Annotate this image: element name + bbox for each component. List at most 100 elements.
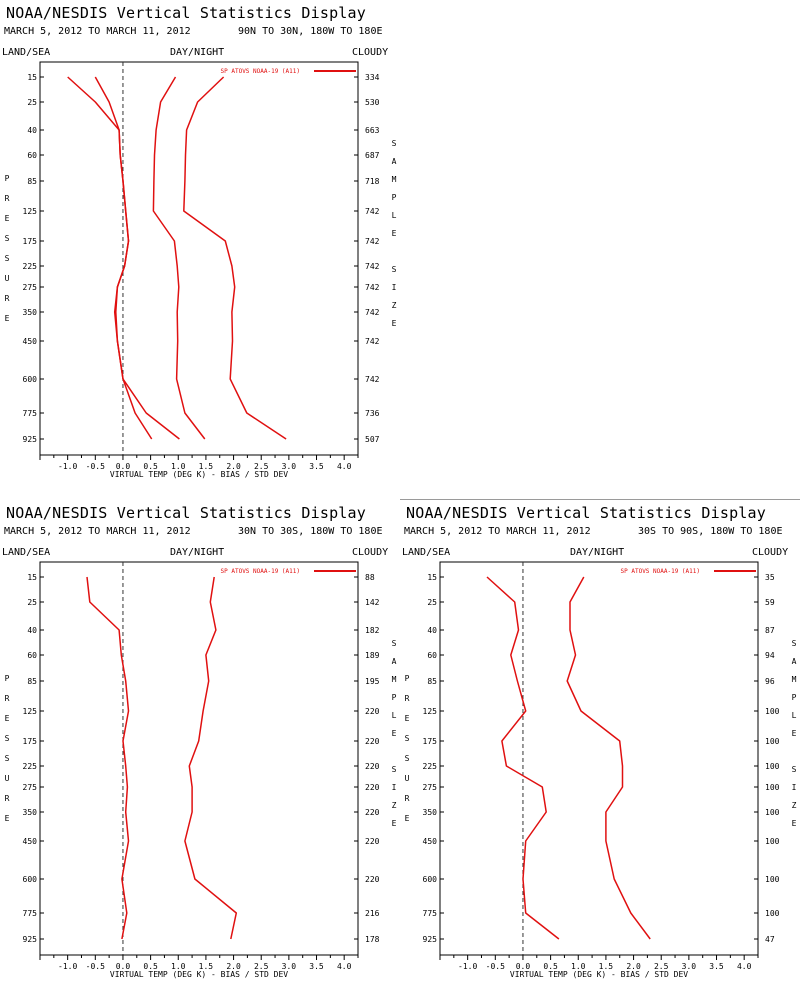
x-tick-label: -1.0 <box>458 962 477 971</box>
date-range: MARCH 5, 2012 TO MARCH 11, 2012 <box>4 526 191 537</box>
pressure-label: 350 <box>23 308 38 317</box>
pressure-label: 60 <box>27 651 37 660</box>
plot-frame <box>39 61 359 456</box>
cloudy-label: CLOUDY <box>752 547 789 558</box>
pressure-label: 125 <box>23 707 38 716</box>
pressure-letter: E <box>405 714 410 723</box>
region: 90N TO 30N, 180W TO 180E <box>238 26 383 37</box>
pressure-label: 225 <box>423 762 438 771</box>
sample-size-label: 59 <box>765 598 775 607</box>
x-tick-label: -0.5 <box>486 962 505 971</box>
sample-size-label: 220 <box>365 737 380 746</box>
sample-size-label: 334 <box>365 73 380 82</box>
sample-size-label: 663 <box>365 126 380 135</box>
sample-size-letter: M <box>392 675 397 684</box>
x-tick-label: 3.5 <box>309 962 324 971</box>
pressure-label: 85 <box>27 677 37 686</box>
panel-title: NOAA/NESDIS Vertical Statistics Display <box>406 504 766 522</box>
sample-size-letter: E <box>392 729 397 738</box>
pressure-label: 775 <box>23 909 38 918</box>
sample-size-label: 742 <box>365 308 380 317</box>
sample-size-letter: I <box>392 783 397 792</box>
sample-size-letter: A <box>792 657 797 666</box>
sample-size-label: 216 <box>365 909 380 918</box>
pressure-label: 85 <box>27 177 37 186</box>
pressure-letter: E <box>5 814 10 823</box>
x-tick-label: 2.0 <box>226 462 241 471</box>
sample-size-label: 100 <box>765 837 780 846</box>
pressure-letter: S <box>405 754 410 763</box>
pressure-label: 60 <box>427 651 437 660</box>
series-line-std-dev <box>566 576 651 940</box>
pressure-label: 925 <box>23 435 38 444</box>
sample-size-letter: P <box>792 693 797 702</box>
sample-size-label: 220 <box>365 808 380 817</box>
pressure-label: 350 <box>423 808 438 817</box>
sample-size-letter: A <box>392 657 397 666</box>
x-tick-label: 2.0 <box>626 962 641 971</box>
sample-size-label: 100 <box>765 783 780 792</box>
pressure-label: 600 <box>23 375 38 384</box>
x-tick-label: 1.5 <box>199 462 214 471</box>
plot-frame <box>39 561 359 956</box>
x-tick-label: 4.0 <box>337 962 352 971</box>
pressure-letter: E <box>5 214 10 223</box>
pressure-label: 600 <box>23 875 38 884</box>
pressure-letter: R <box>5 694 10 703</box>
pressure-label: 175 <box>23 237 38 246</box>
series-line-bias <box>86 576 130 940</box>
sample-size-label: 220 <box>365 762 380 771</box>
sample-size-label: 142 <box>365 598 380 607</box>
x-tick-label: 2.5 <box>254 462 269 471</box>
x-tick-label: 0.0 <box>116 462 131 471</box>
sample-size-letter: A <box>392 157 397 166</box>
x-axis-label: VIRTUAL TEMP (DEG K) - BIAS / STD DEV <box>110 970 288 979</box>
x-tick-label: 2.0 <box>226 962 241 971</box>
sample-size-letter: S <box>392 265 397 274</box>
series-line-bias <box>486 576 560 940</box>
pressure-label: 350 <box>23 808 38 817</box>
sample-size-label: 88 <box>365 573 375 582</box>
pressure-label: 775 <box>423 909 438 918</box>
pressure-label: 175 <box>23 737 38 746</box>
date-range: MARCH 5, 2012 TO MARCH 11, 2012 <box>404 526 591 537</box>
pressure-label: 125 <box>423 707 438 716</box>
sample-size-label: 178 <box>365 935 380 944</box>
pressure-label: 275 <box>23 783 38 792</box>
x-tick-label: 0.0 <box>116 962 131 971</box>
sample-size-label: 742 <box>365 237 380 246</box>
series-line-bias <box>94 76 153 440</box>
x-tick-label: 0.5 <box>143 962 158 971</box>
pressure-label: 85 <box>427 677 437 686</box>
land-sea-label: LAND/SEA <box>402 547 451 558</box>
x-tick-label: 1.5 <box>599 962 614 971</box>
sample-size-label: 100 <box>765 707 780 716</box>
x-tick-label: 3.5 <box>309 462 324 471</box>
sample-size-label: 96 <box>765 677 775 686</box>
pressure-label: 40 <box>27 626 37 635</box>
pressure-letter: S <box>5 234 10 243</box>
day-night-label: DAY/NIGHT <box>170 547 225 558</box>
pressure-letter: E <box>405 814 410 823</box>
sample-size-label: 195 <box>365 677 380 686</box>
pressure-label: 225 <box>23 262 38 271</box>
day-night-label: DAY/NIGHT <box>570 547 625 558</box>
pressure-label: 925 <box>23 935 38 944</box>
x-tick-label: 3.0 <box>682 962 697 971</box>
pressure-letter: S <box>5 254 10 263</box>
x-tick-label: 3.5 <box>709 962 724 971</box>
pressure-letter: U <box>5 274 10 283</box>
pressure-label: 15 <box>427 573 437 582</box>
series-line-bias <box>67 76 180 440</box>
pressure-label: 40 <box>27 126 37 135</box>
pressure-label: 450 <box>23 837 38 846</box>
region: 30S TO 90S, 180W TO 180E <box>638 526 783 537</box>
sample-size-label: 189 <box>365 651 380 660</box>
x-tick-label: 1.0 <box>171 962 186 971</box>
x-tick-label: 0.0 <box>516 962 531 971</box>
sample-size-label: 100 <box>765 762 780 771</box>
sample-size-letter: E <box>392 819 397 828</box>
x-axis-label: VIRTUAL TEMP (DEG K) - BIAS / STD DEV <box>110 470 288 479</box>
pressure-label: 275 <box>23 283 38 292</box>
sample-size-letter: S <box>392 639 397 648</box>
